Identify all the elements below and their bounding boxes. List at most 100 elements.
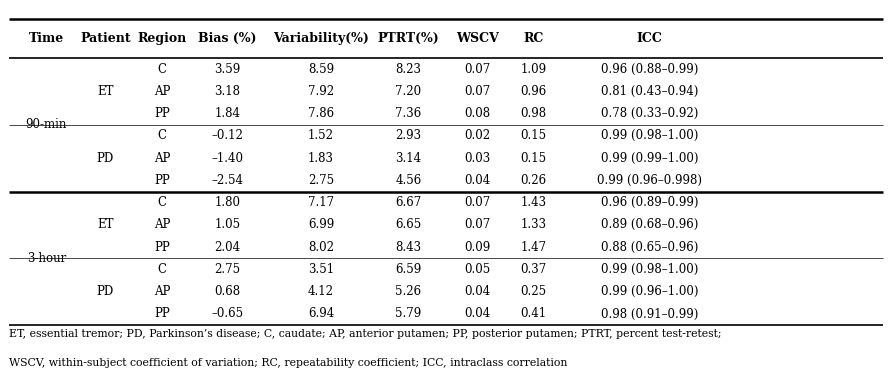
Text: 0.07: 0.07: [464, 85, 491, 98]
Text: WSCV, within-subject coefficient of variation; RC, repeatability coefficient; IC: WSCV, within-subject coefficient of vari…: [9, 358, 567, 368]
Text: PTRT(%): PTRT(%): [377, 32, 440, 45]
Text: Region: Region: [137, 32, 187, 45]
Text: 0.07: 0.07: [464, 63, 491, 76]
Text: PD: PD: [96, 152, 114, 165]
Text: 0.15: 0.15: [520, 152, 547, 165]
Text: 3.59: 3.59: [214, 63, 241, 76]
Text: –0.12: –0.12: [211, 129, 244, 142]
Text: AP: AP: [154, 285, 170, 298]
Text: PP: PP: [154, 174, 170, 187]
Text: 2.75: 2.75: [308, 174, 334, 187]
Text: 8.43: 8.43: [395, 241, 422, 254]
Text: Patient: Patient: [80, 32, 130, 45]
Text: C: C: [158, 263, 167, 276]
Text: 0.88 (0.65–0.96): 0.88 (0.65–0.96): [600, 241, 698, 254]
Text: 0.96 (0.88–0.99): 0.96 (0.88–0.99): [600, 63, 698, 76]
Text: PP: PP: [154, 241, 170, 254]
Text: 0.04: 0.04: [464, 174, 491, 187]
Text: RC: RC: [524, 32, 543, 45]
Text: C: C: [158, 196, 167, 209]
Text: ICC: ICC: [636, 32, 663, 45]
Text: ET, essential tremor; PD, Parkinson’s disease; C, caudate; AP, anterior putamen;: ET, essential tremor; PD, Parkinson’s di…: [9, 329, 722, 339]
Text: 0.99 (0.96–0.998): 0.99 (0.96–0.998): [597, 174, 702, 187]
Text: 6.94: 6.94: [308, 307, 334, 320]
Text: PP: PP: [154, 307, 170, 320]
Text: 0.96: 0.96: [520, 85, 547, 98]
Text: 0.15: 0.15: [520, 129, 547, 142]
Text: 4.56: 4.56: [395, 174, 422, 187]
Text: AP: AP: [154, 152, 170, 165]
Text: 0.09: 0.09: [464, 241, 491, 254]
Text: 0.98 (0.91–0.99): 0.98 (0.91–0.99): [600, 307, 698, 320]
Text: 0.96 (0.89–0.99): 0.96 (0.89–0.99): [600, 196, 698, 209]
Text: 3.18: 3.18: [214, 85, 241, 98]
Text: 8.02: 8.02: [308, 241, 334, 254]
Text: 1.52: 1.52: [308, 129, 334, 142]
Text: 0.08: 0.08: [464, 107, 491, 120]
Text: 6.65: 6.65: [395, 218, 422, 231]
Text: 0.37: 0.37: [520, 263, 547, 276]
Text: 4.12: 4.12: [308, 285, 334, 298]
Text: 0.03: 0.03: [464, 152, 491, 165]
Text: 0.04: 0.04: [464, 307, 491, 320]
Text: 0.81 (0.43–0.94): 0.81 (0.43–0.94): [600, 85, 698, 98]
Text: 0.68: 0.68: [214, 285, 241, 298]
Text: 0.78 (0.33–0.92): 0.78 (0.33–0.92): [600, 107, 698, 120]
Text: 0.89 (0.68–0.96): 0.89 (0.68–0.96): [600, 218, 698, 231]
Text: PP: PP: [154, 107, 170, 120]
Text: 1.84: 1.84: [214, 107, 241, 120]
Text: C: C: [158, 129, 167, 142]
Text: 8.59: 8.59: [308, 63, 334, 76]
Text: 8.23: 8.23: [395, 63, 422, 76]
Text: Variability(%): Variability(%): [273, 32, 369, 45]
Text: ET: ET: [97, 85, 113, 98]
Text: 0.99 (0.98–1.00): 0.99 (0.98–1.00): [600, 129, 698, 142]
Text: 3.14: 3.14: [395, 152, 422, 165]
Text: 1.83: 1.83: [308, 152, 334, 165]
Text: 0.25: 0.25: [520, 285, 547, 298]
Text: 0.99 (0.99–1.00): 0.99 (0.99–1.00): [600, 152, 698, 165]
Text: AP: AP: [154, 85, 170, 98]
Text: 0.05: 0.05: [464, 263, 491, 276]
Text: 6.67: 6.67: [395, 196, 422, 209]
Text: 7.17: 7.17: [308, 196, 334, 209]
Text: PD: PD: [96, 285, 114, 298]
Text: 0.26: 0.26: [520, 174, 547, 187]
Text: 6.99: 6.99: [308, 218, 334, 231]
Text: ET: ET: [97, 218, 113, 231]
Text: 1.80: 1.80: [214, 196, 241, 209]
Text: 0.41: 0.41: [520, 307, 547, 320]
Text: 1.47: 1.47: [520, 241, 547, 254]
Text: Time: Time: [29, 32, 64, 45]
Text: 0.07: 0.07: [464, 218, 491, 231]
Text: 0.98: 0.98: [520, 107, 547, 120]
Text: 7.36: 7.36: [395, 107, 422, 120]
Text: 5.26: 5.26: [395, 285, 422, 298]
Text: WSCV: WSCV: [456, 32, 499, 45]
Text: –2.54: –2.54: [211, 174, 244, 187]
Text: 3.51: 3.51: [308, 263, 334, 276]
Text: 1.43: 1.43: [520, 196, 547, 209]
Text: 2.04: 2.04: [214, 241, 241, 254]
Text: 2.75: 2.75: [214, 263, 241, 276]
Text: 0.07: 0.07: [464, 196, 491, 209]
Text: 0.04: 0.04: [464, 285, 491, 298]
Text: –0.65: –0.65: [211, 307, 244, 320]
Text: 0.99 (0.96–1.00): 0.99 (0.96–1.00): [600, 285, 698, 298]
Text: 1.05: 1.05: [214, 218, 241, 231]
Text: 90-min: 90-min: [26, 118, 67, 131]
Text: 7.20: 7.20: [395, 85, 422, 98]
Text: 6.59: 6.59: [395, 263, 422, 276]
Text: 3-hour: 3-hour: [27, 252, 66, 265]
Text: 7.92: 7.92: [308, 85, 334, 98]
Text: 1.33: 1.33: [520, 218, 547, 231]
Text: –1.40: –1.40: [211, 152, 244, 165]
Text: 7.86: 7.86: [308, 107, 334, 120]
Text: Bias (%): Bias (%): [198, 32, 257, 45]
Text: 0.02: 0.02: [464, 129, 491, 142]
Text: 5.79: 5.79: [395, 307, 422, 320]
Text: AP: AP: [154, 218, 170, 231]
Text: 0.99 (0.98–1.00): 0.99 (0.98–1.00): [600, 263, 698, 276]
Text: 2.93: 2.93: [395, 129, 422, 142]
Text: C: C: [158, 63, 167, 76]
